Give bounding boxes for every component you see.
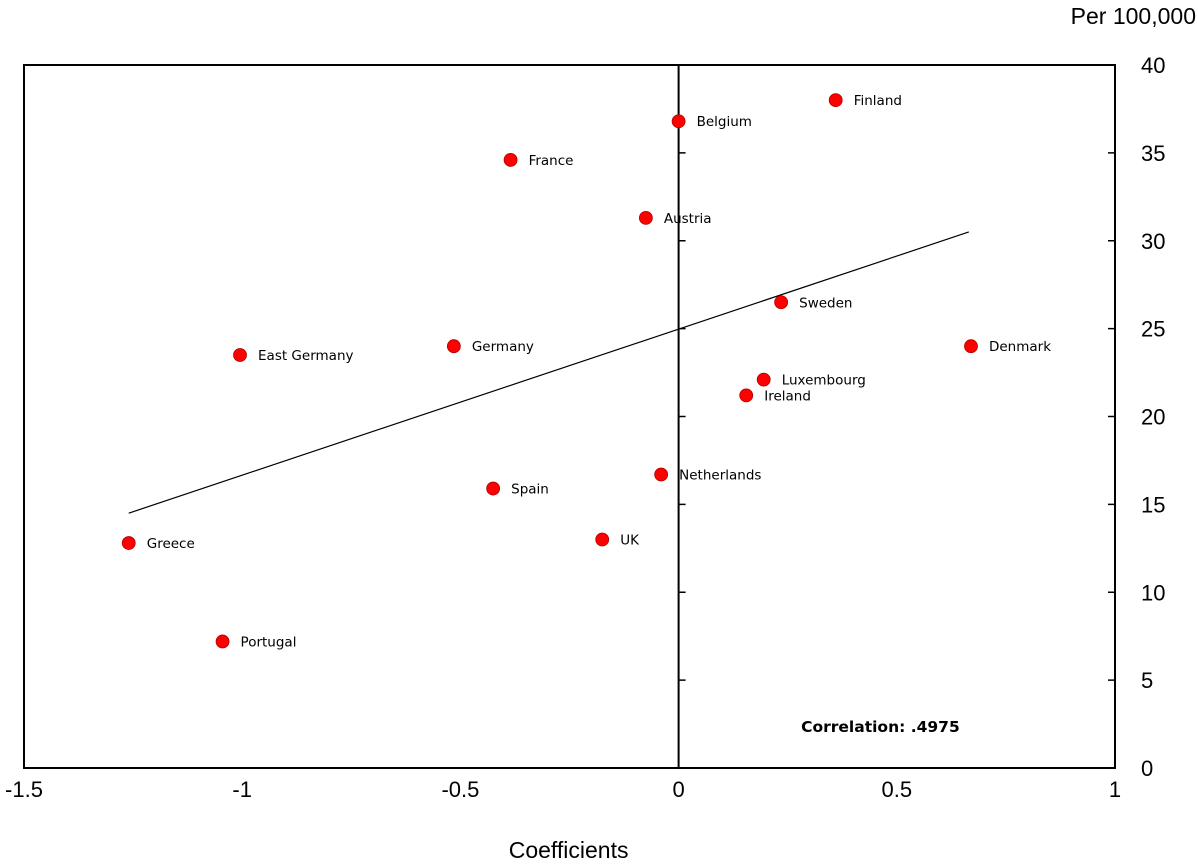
x-tick-label: -0.5 — [441, 777, 479, 802]
point-label-finland: Finland — [854, 93, 902, 109]
point-label-sweden: Sweden — [799, 295, 852, 311]
x-tick-label: -1 — [232, 777, 252, 802]
data-point-spain — [486, 481, 501, 496]
data-point-finland — [828, 93, 843, 108]
data-point-sweden — [774, 295, 789, 310]
y-tick-label: 25 — [1141, 317, 1165, 342]
x-tick-label: 0 — [672, 777, 684, 802]
y-tick-label: 0 — [1141, 756, 1153, 781]
data-point-netherlands — [654, 467, 669, 482]
point-label-denmark: Denmark — [989, 339, 1051, 355]
data-point-ireland — [739, 388, 754, 403]
data-point-denmark — [964, 339, 978, 354]
y-tick-label: 5 — [1141, 668, 1153, 693]
y-tick-label: 35 — [1141, 141, 1165, 166]
point-label-portugal: Portugal — [241, 634, 297, 650]
point-label-netherlands: Netherlands — [679, 467, 761, 483]
x-tick-label: -1.5 — [5, 777, 43, 802]
data-point-greece — [121, 536, 136, 550]
y-tick-label: 20 — [1141, 405, 1165, 430]
data-point-portugal — [215, 634, 230, 649]
point-label-luxembourg: Luxembourg — [782, 373, 866, 389]
point-label-uk: UK — [620, 533, 640, 549]
point-label-ireland: Ireland — [764, 388, 811, 404]
data-points — [121, 93, 978, 649]
x-axis-title: Coefficients — [509, 837, 629, 863]
annotations: Correlation: .4975 — [801, 718, 960, 736]
data-point-belgium — [671, 114, 686, 129]
plot-frame — [23, 64, 1116, 769]
point-label-east-germany: East Germany — [258, 348, 353, 364]
point-label-greece: Greece — [147, 536, 195, 552]
point-label-austria: Austria — [664, 211, 712, 227]
data-point-germany — [446, 339, 461, 354]
point-labels: Finland Belgium France Austria Sweden Denmark… — [147, 93, 1051, 650]
x-tick-label: 1 — [1109, 777, 1121, 802]
point-label-spain: Spain — [511, 482, 549, 498]
point-label-germany: Germany — [472, 339, 534, 355]
correlation-annotation: Correlation: .4975 — [801, 718, 960, 736]
x-tick-label: 0.5 — [882, 777, 913, 802]
y-axis-tick-labels: 0 5 10 15 20 25 30 35 40 — [1141, 53, 1165, 781]
data-point-east-germany — [233, 348, 247, 362]
y-tick-label: 30 — [1141, 229, 1165, 254]
data-point-luxembourg — [756, 372, 771, 387]
y-tick-label: 15 — [1141, 492, 1165, 517]
data-point-uk — [595, 532, 610, 547]
y-tick-label: 10 — [1141, 580, 1165, 605]
point-label-belgium: Belgium — [697, 114, 752, 130]
y-axis-ticks — [678, 64, 1115, 769]
data-point-austria — [638, 211, 653, 225]
x-axis-tick-labels: -1.5 -1 -0.5 0 0.5 1 — [5, 777, 1121, 802]
point-label-france: France — [529, 153, 574, 169]
y-tick-label: 40 — [1141, 53, 1165, 78]
trend-line — [128, 231, 969, 514]
y-axis-title: Per 100,000 — [1071, 3, 1196, 29]
data-point-france — [503, 153, 518, 167]
